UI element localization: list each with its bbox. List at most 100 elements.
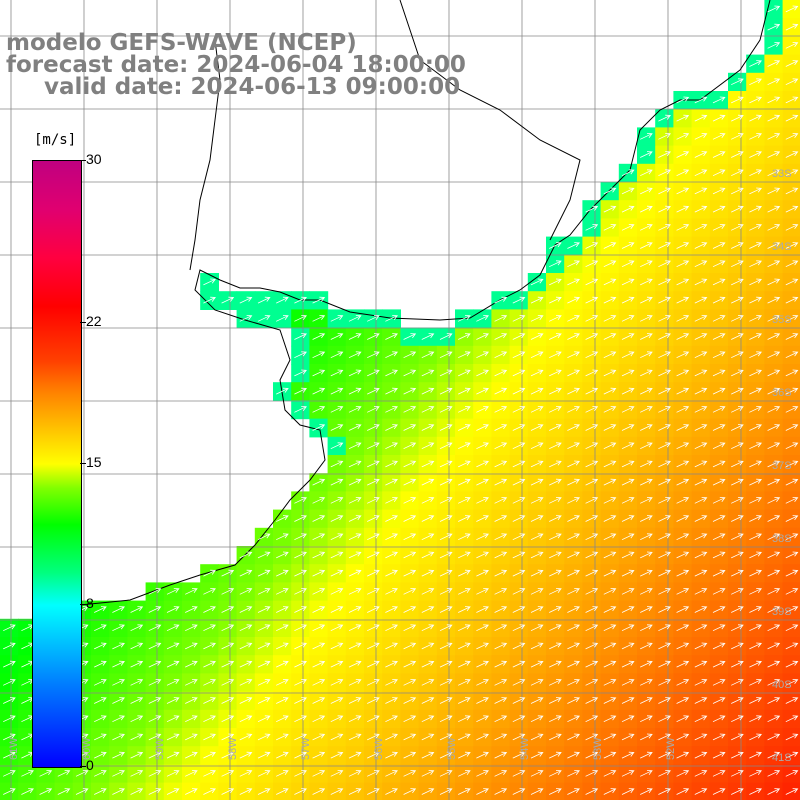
wind-arrow: [731, 333, 744, 340]
wind-arrow: [403, 642, 417, 650]
wind-arrow: [749, 715, 762, 723]
wind-arrow: [367, 660, 380, 668]
wind-arrow: [458, 478, 471, 486]
wind-arrow: [276, 588, 289, 595]
wind-arrow: [185, 660, 198, 668]
wind-arrow: [530, 497, 544, 504]
wind-arrow: [330, 569, 344, 577]
wind-arrow: [767, 5, 781, 13]
wind-arrow: [585, 770, 599, 777]
wind-arrow: [694, 278, 708, 286]
wind-arrow: [731, 242, 744, 249]
wind-arrow: [640, 588, 653, 595]
wind-arrow: [421, 497, 435, 504]
wind-arrow: [530, 460, 544, 468]
wind-arrow: [421, 478, 435, 486]
wind-arrow: [694, 151, 708, 158]
wind-arrow: [203, 733, 216, 741]
wind-arrow: [785, 497, 799, 504]
wind-arrow: [549, 569, 562, 577]
wind-arrow: [785, 133, 799, 140]
wind-arrow: [367, 351, 380, 359]
wind-arrow: [3, 660, 16, 668]
wind-arrow: [276, 788, 289, 795]
wind-arrow: [130, 715, 144, 723]
wind-arrow: [603, 260, 617, 268]
wind-arrow: [239, 569, 253, 577]
wind-arrow: [621, 169, 635, 177]
wind-arrow: [330, 697, 344, 704]
wind-arrow: [603, 624, 617, 632]
wind-arrow: [767, 460, 781, 468]
wind-arrow: [731, 497, 744, 504]
wind-arrow: [767, 42, 781, 49]
wind-arrow: [567, 296, 580, 304]
wind-arrow: [403, 679, 417, 686]
wind-arrow: [749, 151, 762, 158]
wind-arrow: [476, 497, 489, 504]
wind-arrow: [676, 242, 690, 249]
wind-arrow: [294, 387, 307, 395]
wind-arrow: [749, 697, 762, 704]
wind-arrow: [458, 351, 471, 359]
wind-arrow: [257, 715, 271, 723]
wind-arrow: [257, 588, 271, 595]
wind-arrow: [694, 442, 708, 450]
wind-arrow: [403, 424, 417, 431]
wind-arrow: [767, 770, 781, 777]
wind-arrow: [348, 751, 362, 759]
wind-arrow: [312, 697, 326, 704]
wind-arrow: [312, 551, 326, 559]
wind-arrow: [676, 205, 690, 213]
wind-arrow: [148, 624, 162, 632]
wind-arrow: [567, 569, 580, 577]
wind-arrow: [221, 751, 235, 759]
wind-arrow: [312, 424, 326, 431]
wind-arrow: [767, 406, 781, 413]
wind-arrow: [676, 588, 690, 595]
wind-arrow: [676, 478, 690, 486]
wind-arrow: [621, 296, 635, 304]
wind-arrow: [658, 387, 671, 395]
wind-arrow: [749, 733, 762, 741]
wind-arrow: [458, 533, 471, 541]
wind-arrow: [130, 606, 144, 613]
wind-arrow: [439, 679, 453, 686]
wind-arrow: [785, 387, 799, 395]
wind-arrow: [312, 715, 326, 723]
wind-arrow: [530, 533, 544, 541]
wind-arrow: [603, 205, 617, 213]
wind-arrow: [712, 606, 726, 613]
wind-arrow: [512, 660, 526, 668]
wind-arrow: [403, 478, 417, 486]
wind-arrow: [694, 679, 708, 686]
wind-arrow: [567, 242, 580, 249]
wind-arrow: [785, 187, 799, 195]
wind-arrow: [658, 770, 671, 777]
wind-arrow: [57, 770, 71, 777]
wind-arrow: [385, 751, 398, 759]
wind-arrow: [458, 697, 471, 704]
wind-arrow: [731, 551, 744, 559]
wind-arrow: [785, 60, 799, 67]
wind-arrow: [549, 442, 562, 450]
wind-arrow: [458, 406, 471, 413]
wind-arrow: [658, 369, 671, 377]
wind-arrow: [621, 551, 635, 559]
wind-arrow: [476, 442, 489, 450]
wind-arrow: [148, 606, 162, 613]
wind-arrow: [348, 406, 362, 413]
wind-arrow: [567, 679, 580, 686]
wind-arrow: [458, 515, 471, 522]
wind-arrow: [57, 788, 71, 795]
wind-arrow: [621, 788, 635, 795]
wind-arrow: [439, 551, 453, 559]
wind-arrow: [3, 751, 16, 759]
wind-arrow: [385, 406, 398, 413]
wind-arrow: [530, 333, 544, 340]
wind-arrow: [439, 333, 453, 340]
wind-arrow: [658, 606, 671, 613]
wind-arrow: [494, 369, 508, 377]
wind-arrow: [512, 315, 526, 322]
